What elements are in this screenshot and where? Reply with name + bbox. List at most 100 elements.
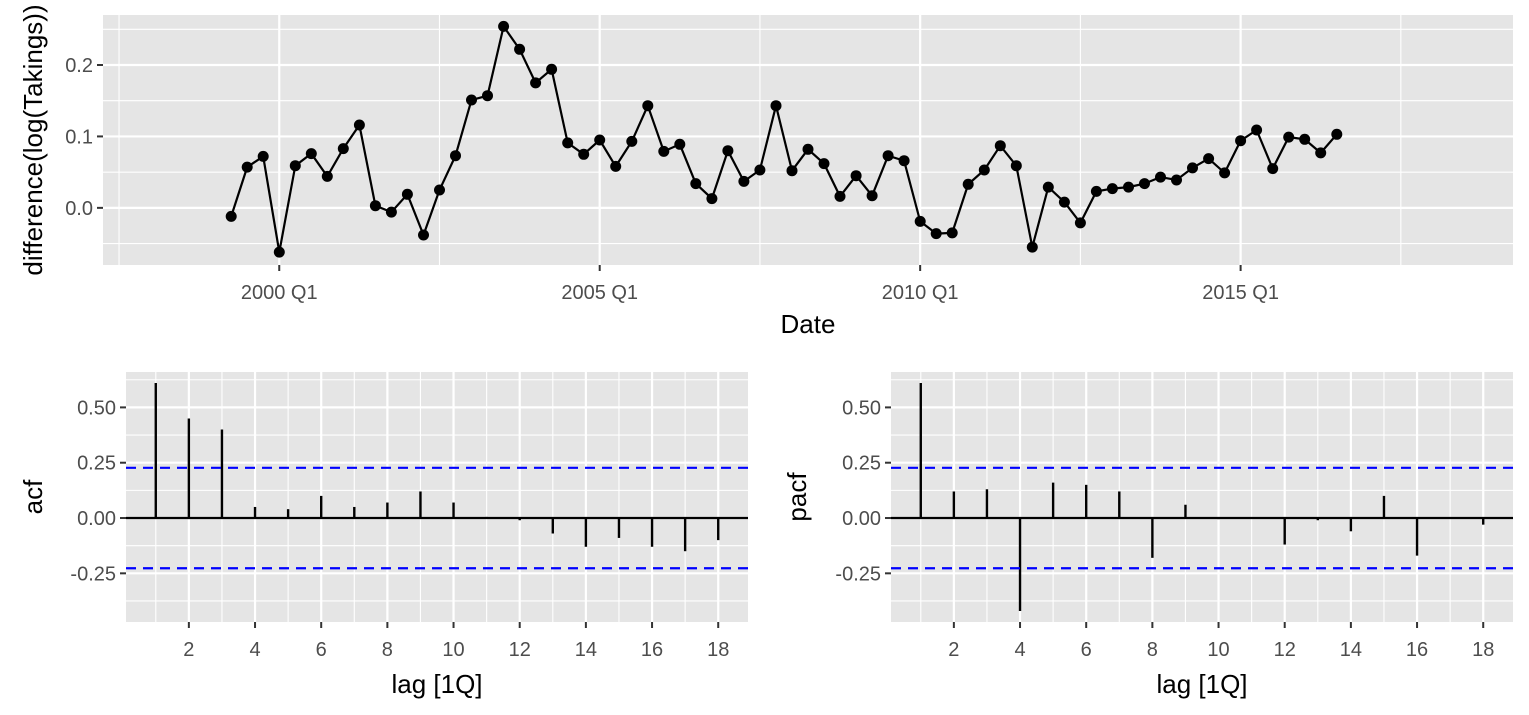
data-point <box>610 160 622 172</box>
y-tick-label: 0.0 <box>65 198 93 220</box>
x-tick-label: 8 <box>1147 639 1158 661</box>
data-point <box>690 178 702 190</box>
time-series-plot-area <box>103 15 1513 265</box>
data-point <box>754 164 766 176</box>
data-point <box>337 143 349 155</box>
x-tick-label: 18 <box>707 639 729 661</box>
data-point <box>385 206 397 218</box>
data-point <box>1251 124 1263 136</box>
y-tick-label: 0.25 <box>77 453 116 475</box>
data-point <box>305 148 317 160</box>
time-series-marks <box>225 20 1343 258</box>
data-point <box>1026 241 1038 253</box>
x-tick-label: 6 <box>316 639 327 661</box>
y-tick-label: -0.25 <box>70 563 116 585</box>
data-point <box>1042 181 1054 193</box>
x-tick-label: 2010 Q1 <box>882 282 959 304</box>
data-point <box>289 160 301 172</box>
data-point <box>1155 171 1166 183</box>
data-point <box>1010 160 1022 172</box>
x-tick-label: 2 <box>183 639 194 661</box>
pacf-panel: -0.25 0.00 0.25 0.50 2 4 6 8 10 12 14 16 18 lag [1Q… <box>782 372 1513 699</box>
data-point <box>626 135 638 147</box>
data-point <box>802 143 814 155</box>
x-tick-label: 16 <box>1406 639 1428 661</box>
x-tick-label: 18 <box>1472 639 1494 661</box>
data-point <box>482 90 493 102</box>
y-tick-label: 0.00 <box>842 508 881 530</box>
data-point <box>786 165 798 177</box>
data-point <box>225 210 237 222</box>
data-point <box>1058 196 1070 208</box>
time-series-panel: 0.0 0.1 0.2 2000 Q1 2005 Q1 2010 Q1 2015 Q1 D… <box>18 4 1513 339</box>
time-series-x-axis-title: Date <box>781 309 836 339</box>
time-series-x-ticks: 2000 Q1 2005 Q1 2010 Q1 2015 Q1 <box>241 265 1279 304</box>
time-series-y-axis-title: difference(log(Takings)) <box>18 4 48 275</box>
data-point <box>850 170 862 182</box>
data-point <box>369 200 381 212</box>
data-point <box>898 155 910 167</box>
data-point <box>1283 131 1295 143</box>
data-point <box>578 148 590 160</box>
y-tick-label: 0.2 <box>65 55 93 77</box>
data-point <box>962 178 974 190</box>
data-point <box>257 150 269 162</box>
data-point <box>1235 135 1247 147</box>
data-point <box>770 100 782 112</box>
data-point <box>706 193 718 205</box>
data-point <box>674 138 686 150</box>
data-point <box>1203 153 1215 165</box>
x-tick-label: 14 <box>1340 639 1362 661</box>
x-tick-label: 12 <box>1274 639 1296 661</box>
data-point <box>818 158 830 170</box>
data-point <box>514 43 526 55</box>
pacf-y-axis-title: pacf <box>782 472 812 522</box>
x-tick-label: 8 <box>382 639 393 661</box>
data-point <box>273 246 285 258</box>
data-point <box>498 20 510 32</box>
data-point <box>834 190 846 202</box>
y-tick-label: 0.50 <box>77 397 116 419</box>
data-point <box>466 94 477 106</box>
series-line <box>230 23 1338 253</box>
data-point <box>738 175 750 187</box>
data-point <box>1331 128 1343 140</box>
x-tick-label: 4 <box>249 639 260 661</box>
time-series-y-ticks: 0.0 0.1 0.2 <box>65 55 103 220</box>
pacf-x-ticks: 2 4 6 8 10 12 14 16 18 <box>948 622 1494 661</box>
data-point <box>321 170 333 182</box>
data-point <box>418 229 429 241</box>
y-tick-label: 0.1 <box>65 126 93 148</box>
y-tick-label: -0.25 <box>835 563 881 585</box>
data-point <box>1090 185 1102 197</box>
data-point <box>866 190 878 202</box>
data-point <box>946 227 958 239</box>
data-point <box>434 184 445 196</box>
data-point <box>978 164 990 176</box>
acf-marks <box>126 383 748 570</box>
acf-x-ticks: 2 4 6 8 10 12 14 16 18 <box>183 622 729 661</box>
data-point <box>658 145 670 157</box>
data-point <box>530 77 542 89</box>
x-tick-label: 2 <box>948 639 959 661</box>
data-point <box>546 63 558 75</box>
y-tick-label: 0.25 <box>842 453 881 475</box>
data-point <box>914 215 926 227</box>
x-tick-label: 12 <box>509 639 531 661</box>
x-tick-label: 4 <box>1014 639 1025 661</box>
data-point <box>1123 181 1134 193</box>
data-point <box>562 137 574 149</box>
acf-y-axis-title: acf <box>18 479 48 514</box>
x-tick-label: 6 <box>1081 639 1092 661</box>
data-point <box>1315 147 1327 159</box>
x-tick-label: 2005 Q1 <box>561 282 638 304</box>
data-point <box>882 150 894 162</box>
data-point <box>1171 174 1182 186</box>
x-tick-label: 10 <box>442 639 464 661</box>
data-point <box>1106 183 1118 195</box>
pacf-plot-area <box>891 372 1513 622</box>
data-point <box>450 150 461 162</box>
data-point <box>1267 163 1279 175</box>
data-point <box>930 228 942 240</box>
